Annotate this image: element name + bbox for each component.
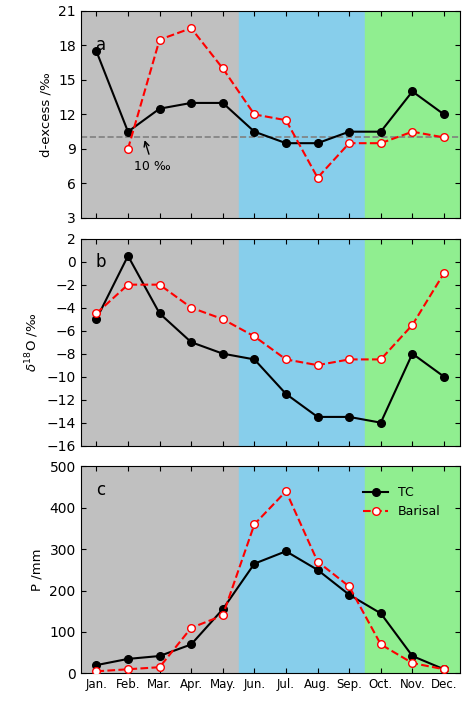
Bar bbox=[238, 239, 365, 446]
TC bbox=[283, 547, 289, 555]
Barisal bbox=[315, 557, 320, 566]
Bar bbox=[365, 467, 460, 673]
Barisal bbox=[125, 665, 131, 673]
Text: c: c bbox=[96, 481, 105, 499]
Bar bbox=[81, 11, 238, 218]
Barisal bbox=[283, 487, 289, 496]
Bar bbox=[365, 239, 460, 446]
Bar bbox=[81, 239, 238, 446]
Barisal bbox=[220, 611, 226, 620]
Barisal bbox=[410, 659, 415, 668]
Bar bbox=[238, 11, 365, 218]
Text: a: a bbox=[96, 36, 106, 54]
Line: Barisal: Barisal bbox=[92, 488, 448, 675]
TC bbox=[93, 661, 99, 670]
TC bbox=[410, 652, 415, 660]
Barisal bbox=[188, 623, 194, 632]
TC bbox=[441, 665, 447, 673]
TC bbox=[157, 652, 163, 660]
Barisal bbox=[93, 667, 99, 676]
TC bbox=[346, 590, 352, 599]
Y-axis label: $\delta^{18}$O /‰: $\delta^{18}$O /‰ bbox=[23, 312, 41, 372]
TC bbox=[378, 609, 383, 618]
TC bbox=[220, 605, 226, 614]
Y-axis label: P /mm: P /mm bbox=[31, 549, 44, 591]
Barisal bbox=[378, 640, 383, 649]
Bar bbox=[365, 11, 460, 218]
Text: 10 ‰: 10 ‰ bbox=[134, 141, 171, 173]
TC bbox=[252, 559, 257, 568]
TC bbox=[125, 654, 131, 663]
TC bbox=[315, 566, 320, 574]
Bar bbox=[81, 467, 238, 673]
Barisal bbox=[157, 662, 163, 671]
Y-axis label: d-excess /‰: d-excess /‰ bbox=[39, 72, 53, 157]
Line: TC: TC bbox=[92, 547, 448, 673]
Barisal bbox=[346, 582, 352, 591]
Legend: TC, Barisal: TC, Barisal bbox=[358, 481, 446, 523]
Barisal bbox=[441, 665, 447, 673]
TC bbox=[188, 640, 194, 649]
Bar bbox=[238, 467, 365, 673]
Barisal bbox=[252, 520, 257, 529]
Text: b: b bbox=[96, 253, 106, 271]
